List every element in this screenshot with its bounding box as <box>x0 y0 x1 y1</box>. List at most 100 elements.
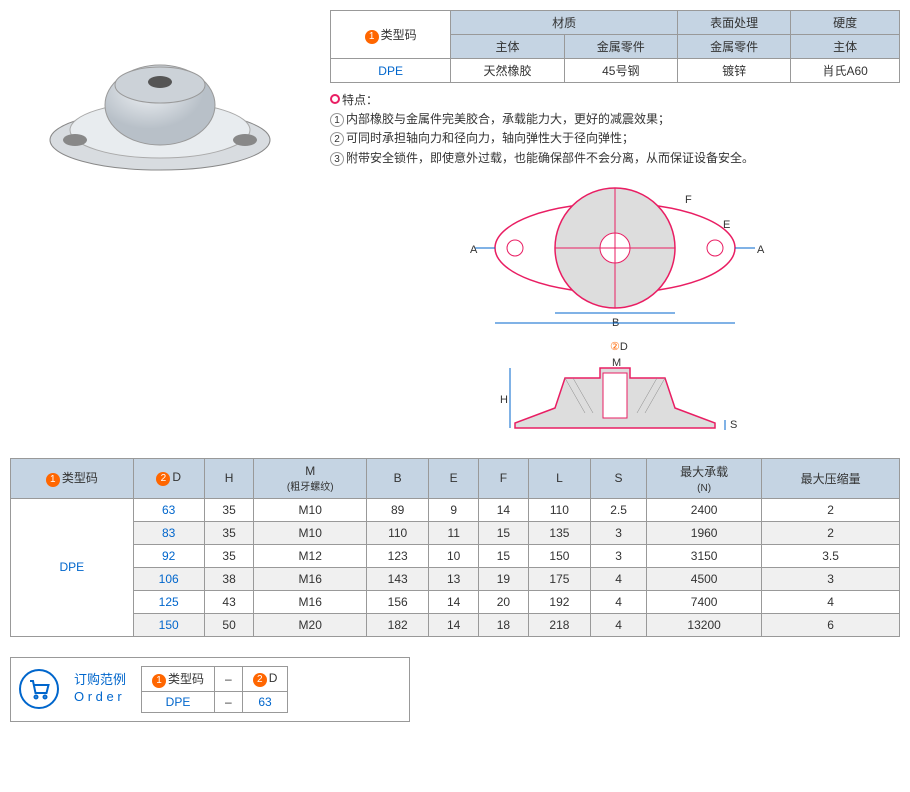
mat-th-material: 材质 <box>451 11 678 35</box>
order-th-type: 类型码 <box>168 672 204 686</box>
spec-cell-h: 35 <box>204 544 254 567</box>
spec-cell-b: 182 <box>367 613 429 636</box>
spec-cell-load: 1960 <box>647 521 762 544</box>
spec-cell-load: 2400 <box>647 498 762 521</box>
order-example: 订购范例 O r d e r 1类型码 – 2D DPE – 63 <box>10 657 410 722</box>
spec-cell-f: 19 <box>479 567 529 590</box>
order-label-cn: 订购范例 <box>74 672 126 689</box>
spec-cell-l: 150 <box>528 544 590 567</box>
mat-body: 天然橡胶 <box>451 59 564 83</box>
svg-text:A: A <box>470 244 478 256</box>
spec-cell-d: 106 <box>133 567 204 590</box>
spec-th-m: M <box>305 464 315 478</box>
spec-cell-m: M16 <box>254 567 367 590</box>
spec-cell-l: 218 <box>528 613 590 636</box>
spec-cell-compress: 2 <box>762 498 900 521</box>
spec-cell-compress: 2 <box>762 521 900 544</box>
spec-cell-load: 13200 <box>647 613 762 636</box>
spec-cell-d: 63 <box>133 498 204 521</box>
order-dash2: – <box>215 691 243 712</box>
spec-th-type: 类型码 <box>62 471 98 485</box>
spec-cell-m: M10 <box>254 521 367 544</box>
svg-text:A: A <box>757 244 765 256</box>
spec-cell-s: 4 <box>591 590 647 613</box>
spec-cell-b: 110 <box>367 521 429 544</box>
spec-th-f: F <box>479 458 529 498</box>
spec-cell-l: 192 <box>528 590 590 613</box>
spec-cell-f: 20 <box>479 590 529 613</box>
mat-th-body2: 主体 <box>791 35 900 59</box>
spec-cell-s: 4 <box>591 567 647 590</box>
spec-cell-f: 15 <box>479 521 529 544</box>
spec-cell-s: 3 <box>591 521 647 544</box>
spec-th-b: B <box>367 458 429 498</box>
spec-cell-d: 150 <box>133 613 204 636</box>
spec-cell-compress: 3 <box>762 567 900 590</box>
spec-th-compress: 最大压缩量 <box>762 458 900 498</box>
spec-cell-b: 123 <box>367 544 429 567</box>
spec-cell-e: 14 <box>429 613 479 636</box>
spec-cell-m: M16 <box>254 590 367 613</box>
spec-cell-h: 35 <box>204 498 254 521</box>
technical-diagram: A A F E B L ②D M <box>330 168 900 448</box>
spec-cell-d: 125 <box>133 590 204 613</box>
spec-cell-compress: 6 <box>762 613 900 636</box>
svg-text:E: E <box>723 219 730 231</box>
spec-cell-m: M12 <box>254 544 367 567</box>
spec-th-m-sub: (粗牙螺纹) <box>287 482 334 493</box>
spec-cell-h: 50 <box>204 613 254 636</box>
spec-table: 1类型码 2D H M(粗牙螺纹) B E F L S 最大承载(N) 最大压缩… <box>10 458 900 637</box>
svg-text:H: H <box>500 394 508 406</box>
product-photo <box>10 10 310 210</box>
spec-type-cell: DPE <box>11 498 134 636</box>
feature-3: 附带安全锁件，即使意外过载，也能确保部件不会分离，从而保证设备安全。 <box>346 151 754 165</box>
mat-th-type: 类型码 <box>381 28 417 42</box>
spec-cell-b: 143 <box>367 567 429 590</box>
spec-th-d: D <box>172 470 181 484</box>
spec-cell-s: 2.5 <box>591 498 647 521</box>
spec-th-h: H <box>204 458 254 498</box>
material-table: 1类型码 材质 表面处理 硬度 主体 金属零件 金属零件 主体 DPE 天然橡胶… <box>330 10 900 83</box>
spec-th-load: 最大承载 <box>680 465 728 479</box>
spec-cell-e: 9 <box>429 498 479 521</box>
spec-th-load-unit: (N) <box>697 483 711 494</box>
spec-cell-l: 135 <box>528 521 590 544</box>
spec-cell-d: 92 <box>133 544 204 567</box>
mat-metal: 45号钢 <box>564 59 677 83</box>
spec-cell-load: 4500 <box>647 567 762 590</box>
spec-cell-load: 7400 <box>647 590 762 613</box>
spec-cell-d: 83 <box>133 521 204 544</box>
spec-cell-e: 13 <box>429 567 479 590</box>
spec-cell-load: 3150 <box>647 544 762 567</box>
spec-cell-h: 38 <box>204 567 254 590</box>
svg-text:S: S <box>730 419 737 431</box>
spec-th-s: S <box>591 458 647 498</box>
mat-surface: 镀锌 <box>677 59 790 83</box>
order-type-val: DPE <box>142 691 215 712</box>
spec-cell-l: 110 <box>528 498 590 521</box>
spec-cell-compress: 3.5 <box>762 544 900 567</box>
spec-cell-m: M10 <box>254 498 367 521</box>
spec-cell-h: 43 <box>204 590 254 613</box>
spec-cell-h: 35 <box>204 521 254 544</box>
features-block: 特点： 1内部橡胶与金属件完美胶合，承载能力大，更好的减震效果； 2可同时承担轴… <box>330 91 900 168</box>
order-th-d: D <box>269 671 278 685</box>
spec-cell-e: 11 <box>429 521 479 544</box>
order-d-val: 63 <box>242 691 288 712</box>
spec-cell-s: 3 <box>591 544 647 567</box>
spec-cell-e: 14 <box>429 590 479 613</box>
feature-2: 可同时承担轴向力和径向力，轴向弹性大于径向弹性； <box>346 131 634 145</box>
order-table: 1类型码 – 2D DPE – 63 <box>141 666 288 713</box>
spec-cell-b: 156 <box>367 590 429 613</box>
svg-text:M: M <box>612 357 621 369</box>
mat-th-surface: 表面处理 <box>677 11 790 35</box>
mat-th-body: 主体 <box>451 35 564 59</box>
spec-cell-f: 18 <box>479 613 529 636</box>
spec-cell-s: 4 <box>591 613 647 636</box>
mat-code: DPE <box>331 59 451 83</box>
spec-cell-m: M20 <box>254 613 367 636</box>
svg-text:②D: ②D <box>610 341 628 353</box>
spec-th-l: L <box>528 458 590 498</box>
feature-1: 内部橡胶与金属件完美胶合，承载能力大，更好的减震效果； <box>346 112 670 126</box>
mat-th-metal: 金属零件 <box>564 35 677 59</box>
